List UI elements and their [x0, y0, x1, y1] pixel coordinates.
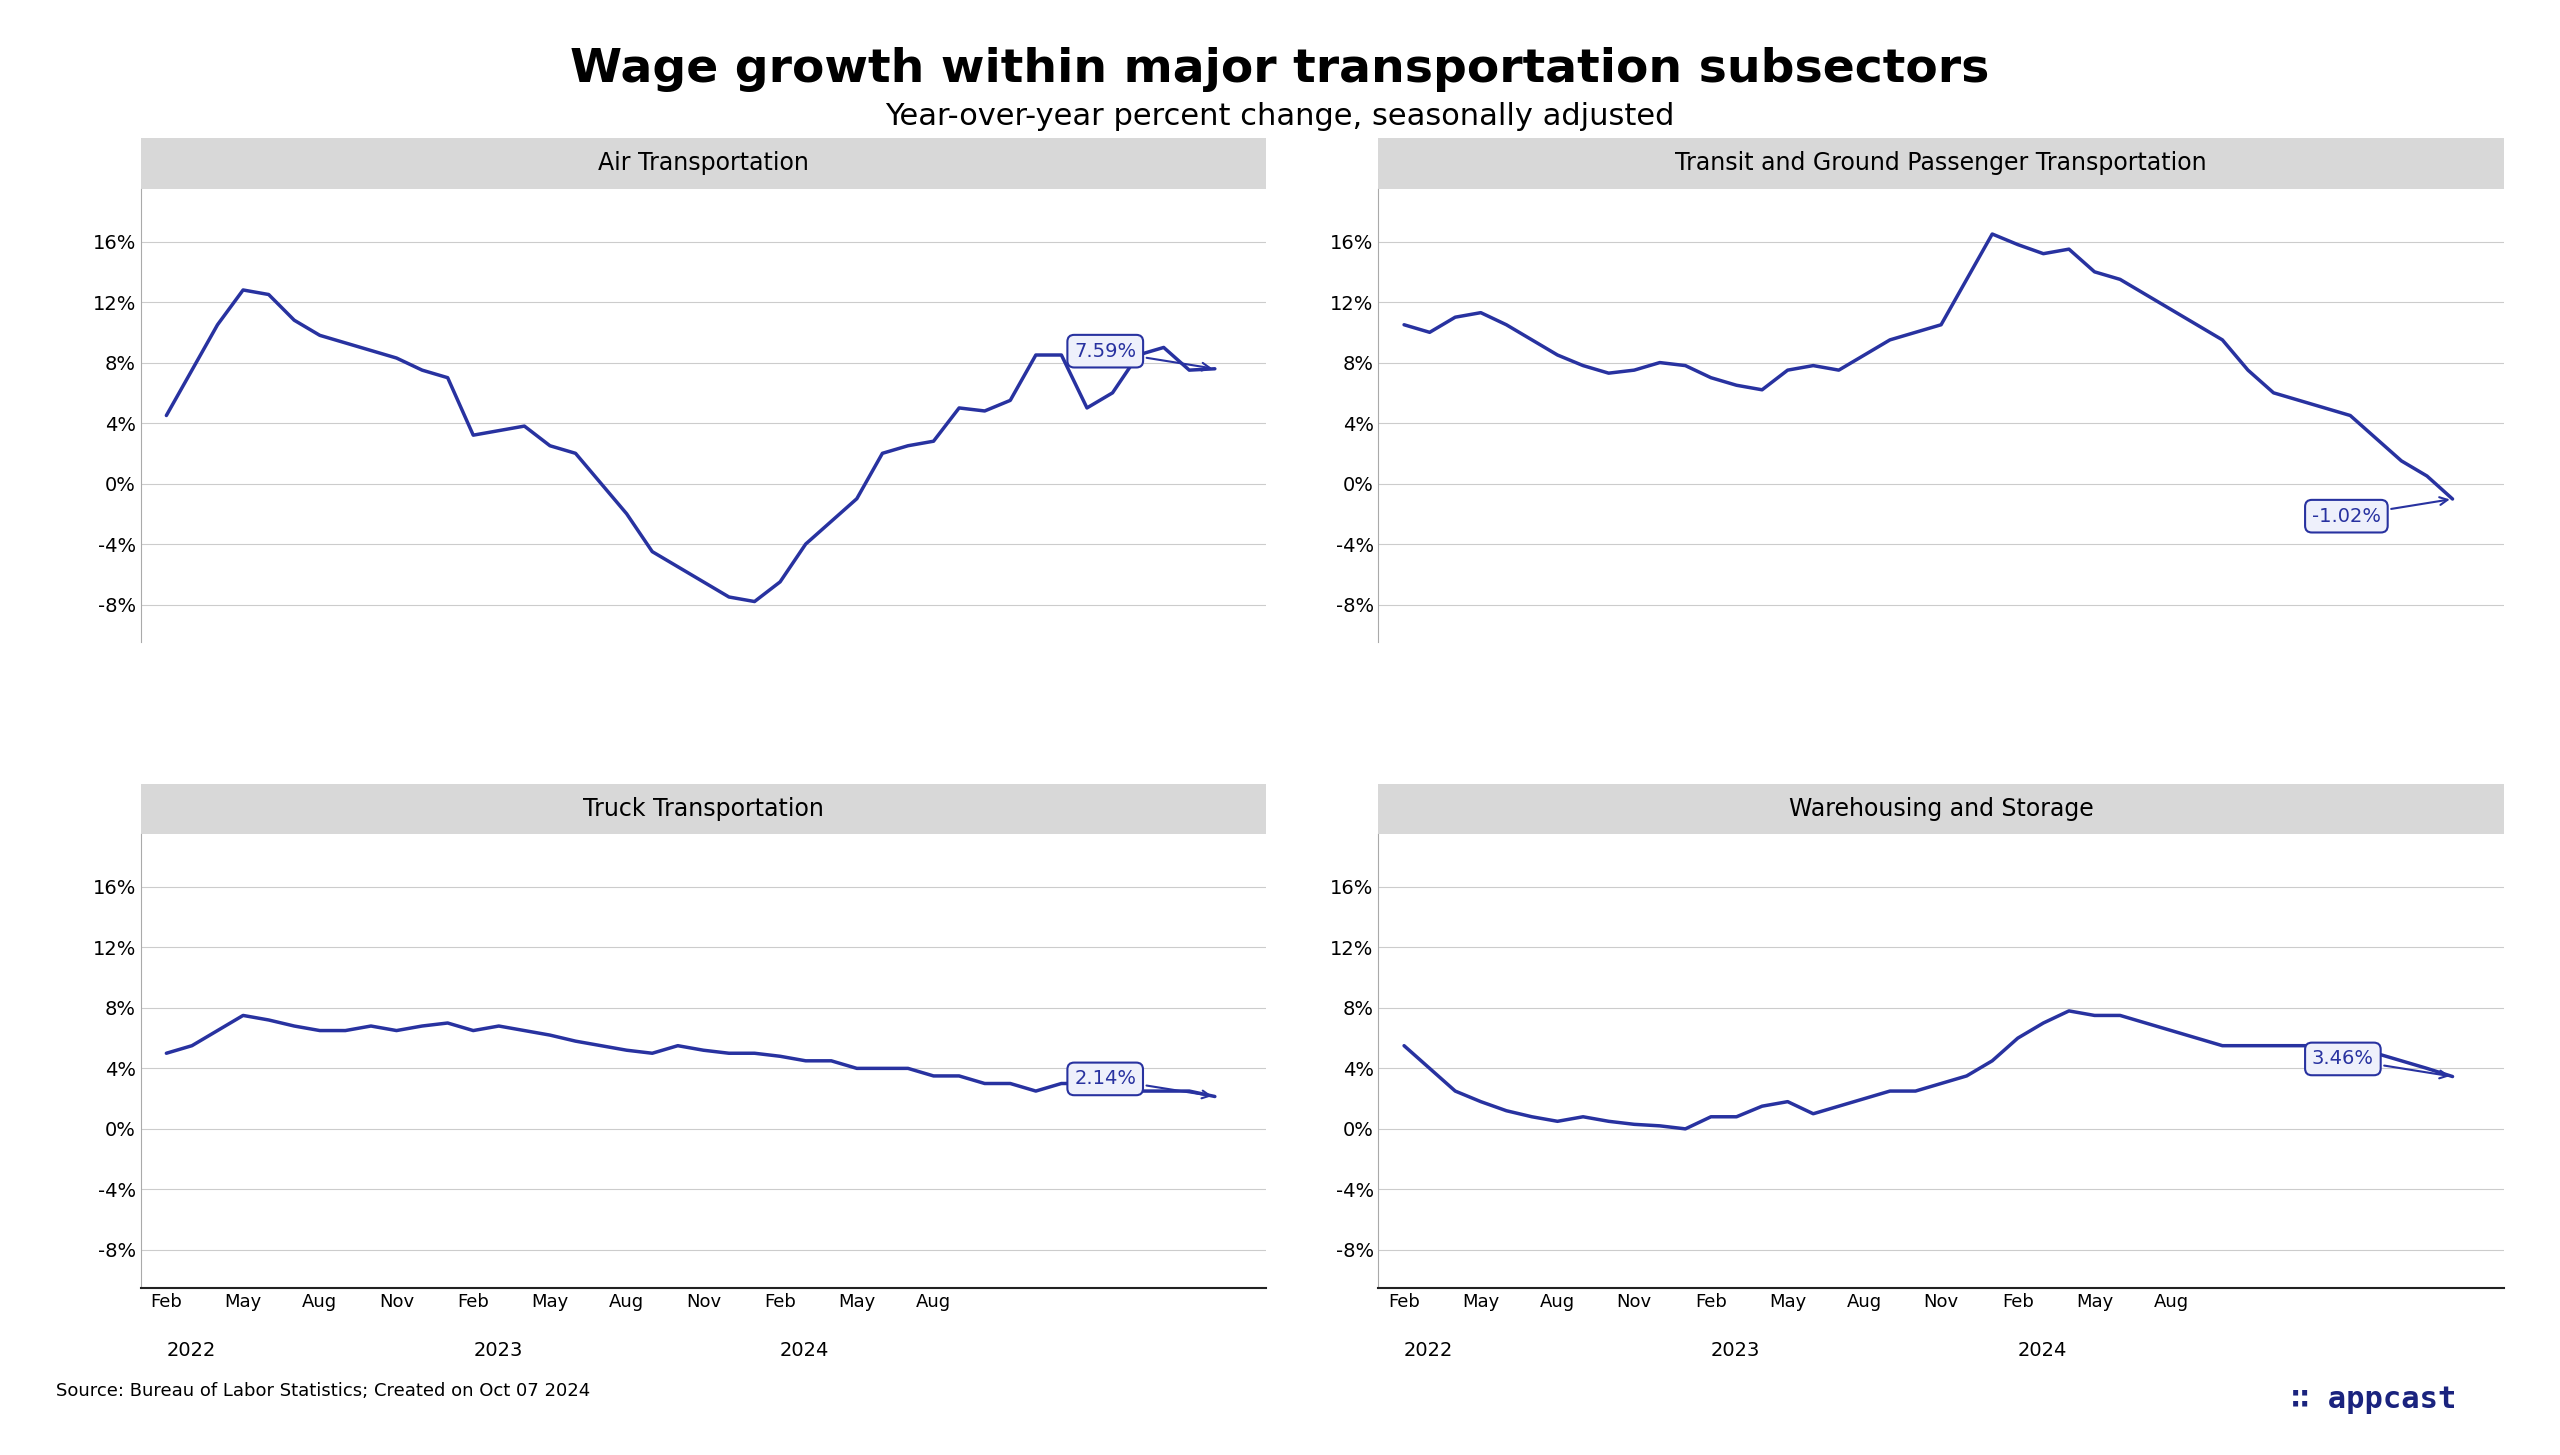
Text: Air Transportation: Air Transportation: [599, 151, 809, 176]
Text: 2.14%: 2.14%: [1075, 1069, 1211, 1099]
Text: 2022: 2022: [1403, 1340, 1454, 1359]
Text: 2023: 2023: [1710, 1340, 1761, 1359]
Text: Wage growth within major transportation subsectors: Wage growth within major transportation …: [571, 47, 1989, 92]
Text: 2024: 2024: [2017, 1340, 2066, 1359]
Text: Truck Transportation: Truck Transportation: [584, 797, 824, 821]
Text: ∷ appcast: ∷ appcast: [2291, 1385, 2458, 1414]
Text: Transit and Ground Passenger Transportation: Transit and Ground Passenger Transportat…: [1674, 151, 2207, 176]
Text: 7.59%: 7.59%: [1075, 342, 1211, 371]
Text: 3.46%: 3.46%: [2312, 1049, 2447, 1078]
Text: 2022: 2022: [166, 1340, 215, 1359]
Text: 2023: 2023: [474, 1340, 522, 1359]
Text: Warehousing and Storage: Warehousing and Storage: [1789, 797, 2094, 821]
Text: 2024: 2024: [781, 1340, 829, 1359]
Text: Year-over-year percent change, seasonally adjusted: Year-over-year percent change, seasonall…: [886, 102, 1674, 131]
Text: Source: Bureau of Labor Statistics; Created on Oct 07 2024: Source: Bureau of Labor Statistics; Crea…: [56, 1382, 591, 1400]
Text: -1.02%: -1.02%: [2312, 498, 2447, 525]
